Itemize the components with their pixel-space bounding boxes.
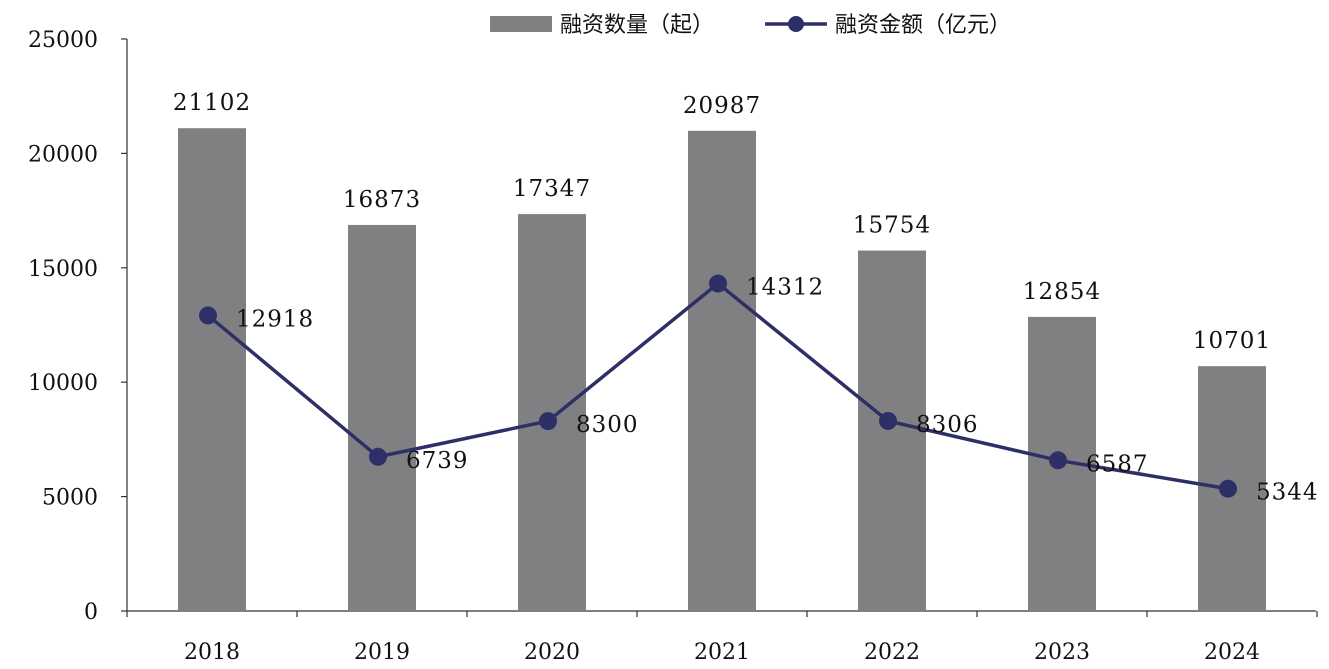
line-value-label: 12918: [236, 306, 314, 332]
y-tick-label: 20000: [28, 142, 98, 167]
y-tick-label: 10000: [28, 371, 98, 396]
bar-value-label: 16873: [343, 187, 421, 213]
bar-value-label: 15754: [853, 213, 931, 239]
legend: 融资数量（起） 融资金额（亿元）: [490, 13, 1011, 38]
line-point: [369, 447, 387, 466]
bar-value-label: 21102: [173, 90, 251, 116]
y-tick-label: 15000: [28, 257, 98, 282]
bar-series: [178, 128, 1266, 612]
line-value-label: 8306: [916, 412, 979, 438]
line-value-label: 6739: [406, 448, 469, 474]
x-tick-label: 2022: [864, 640, 920, 665]
line-value-label: 5344: [1256, 480, 1319, 506]
bar-value-label: 12854: [1023, 279, 1101, 305]
bar-value-label: 10701: [1193, 328, 1271, 354]
legend-bar-swatch: [490, 16, 552, 32]
bar: [178, 128, 246, 612]
x-tick-label: 2019: [354, 640, 410, 665]
line-series: [199, 274, 1237, 498]
legend-line-marker: [788, 16, 804, 32]
line-value-label: 8300: [576, 412, 639, 438]
bar: [688, 130, 756, 611]
x-tick-label: 2023: [1034, 640, 1090, 665]
line-data-labels: 12918 6739 8300 14312 8306 6587 5344: [236, 275, 1319, 506]
line-point: [199, 306, 217, 325]
y-tick-label: 25000: [28, 28, 98, 53]
bar-value-label: 17347: [513, 176, 591, 202]
x-tick-label: 2018: [184, 640, 240, 665]
tick-labels: 0 5000 10000 15000 20000 25000 2018 2019 2020 202…: [28, 28, 1260, 665]
y-tick-label: 0: [84, 600, 98, 625]
line-value-label: 14312: [746, 275, 824, 301]
x-tick-label: 2024: [1204, 640, 1260, 665]
line-point: [539, 412, 557, 431]
x-tick-label: 2021: [694, 640, 750, 665]
line-value-label: 6587: [1086, 451, 1149, 477]
bar: [858, 250, 926, 612]
bar: [348, 224, 416, 612]
line-point: [1049, 451, 1067, 470]
bar-value-label: 20987: [683, 93, 761, 119]
line-point: [879, 411, 897, 430]
line-point: [709, 274, 727, 293]
y-tick-label: 5000: [42, 486, 98, 511]
legend-bar-label: 融资数量（起）: [560, 13, 714, 38]
bar: [518, 214, 586, 611]
legend-line-label: 融资金额（亿元）: [835, 13, 1011, 38]
x-tick-label: 2020: [524, 640, 580, 665]
bar-data-labels: 21102 16873 17347 20987 15754 12854 10701: [173, 90, 1271, 354]
line-point: [1219, 479, 1237, 498]
